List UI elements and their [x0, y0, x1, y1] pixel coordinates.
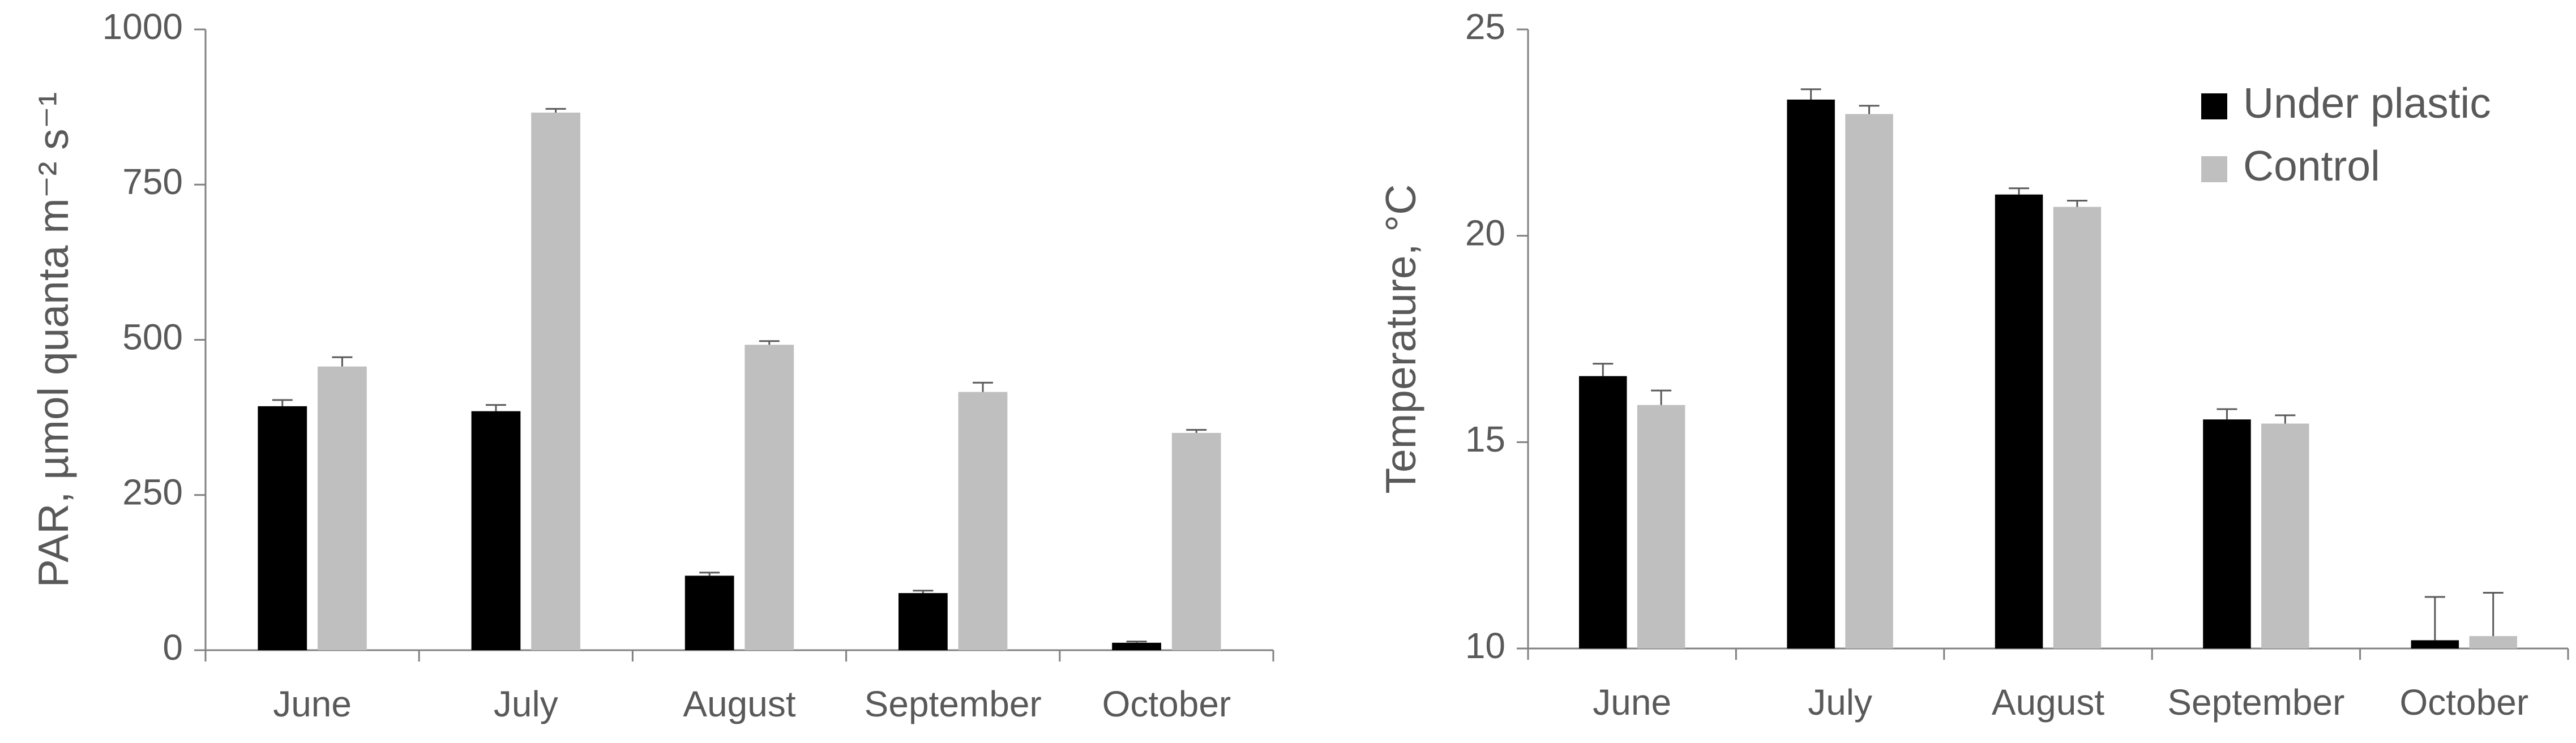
error-bar	[699, 572, 720, 576]
x-tick-label: September	[865, 684, 1042, 724]
x-tick-label: October	[1102, 684, 1231, 724]
error-bar	[485, 404, 506, 411]
error-bar	[2275, 414, 2296, 424]
y-tick-label: 750	[122, 161, 183, 202]
error-bar	[332, 356, 353, 367]
bar	[2411, 640, 2459, 648]
bar	[1579, 376, 1627, 648]
y-tick-label: 20	[1465, 213, 1505, 254]
error-bar	[2216, 408, 2237, 420]
y-tick-label: 250	[122, 472, 183, 513]
bar	[958, 392, 1008, 650]
y-axis-label: PAR, µmol quanta m⁻² s⁻¹	[29, 92, 77, 587]
error-bar	[1593, 363, 1614, 376]
bar	[318, 366, 367, 650]
legend-label: Control	[2243, 142, 2380, 190]
bar	[1171, 433, 1221, 650]
y-tick-label: 25	[1465, 6, 1505, 47]
error-bar	[973, 381, 994, 392]
error-bar	[913, 590, 934, 594]
y-axis-label: Temperature, °C	[1377, 184, 1424, 494]
error-bar	[272, 399, 293, 406]
bar	[531, 112, 580, 651]
x-tick-label: July	[494, 684, 558, 724]
bar	[2053, 207, 2102, 648]
x-tick-label: September	[2167, 682, 2344, 723]
bar	[471, 411, 521, 650]
bar	[2203, 419, 2251, 648]
bar	[1845, 114, 1893, 649]
bar	[898, 593, 948, 650]
y-tick-label: 1000	[102, 6, 183, 47]
bar	[1112, 642, 1161, 650]
y-tick-label: 0	[162, 627, 183, 668]
error-bar	[2483, 592, 2504, 637]
bar	[1637, 405, 1685, 648]
error-bar	[2424, 596, 2445, 641]
bar	[744, 345, 794, 650]
error-bar	[1859, 105, 1880, 114]
error-bar	[1126, 641, 1147, 643]
legend-swatch	[2201, 93, 2227, 119]
x-tick-label: June	[1593, 682, 1671, 723]
x-tick-label: August	[1992, 682, 2104, 723]
bar	[684, 575, 734, 650]
x-tick-label: August	[683, 684, 795, 724]
legend-swatch	[2201, 156, 2227, 182]
bar	[2261, 423, 2309, 648]
error-bar	[545, 108, 566, 113]
x-tick-label: October	[2399, 682, 2528, 723]
y-tick-label: 500	[122, 316, 183, 357]
x-tick-label: June	[273, 684, 352, 724]
bar	[1787, 99, 1835, 648]
y-tick-label: 10	[1465, 625, 1505, 666]
legend-label: Under plastic	[2243, 79, 2491, 127]
error-bar	[1186, 429, 1207, 433]
y-tick-label: 15	[1465, 419, 1505, 459]
error-bar	[759, 340, 780, 345]
bar	[2469, 636, 2517, 648]
bar	[258, 406, 307, 650]
error-bar	[2066, 200, 2087, 207]
error-bar	[1651, 389, 1672, 405]
error-bar	[2009, 187, 2030, 195]
x-tick-label: July	[1808, 682, 1872, 723]
bar	[1995, 194, 2043, 648]
error-bar	[1800, 88, 1821, 100]
